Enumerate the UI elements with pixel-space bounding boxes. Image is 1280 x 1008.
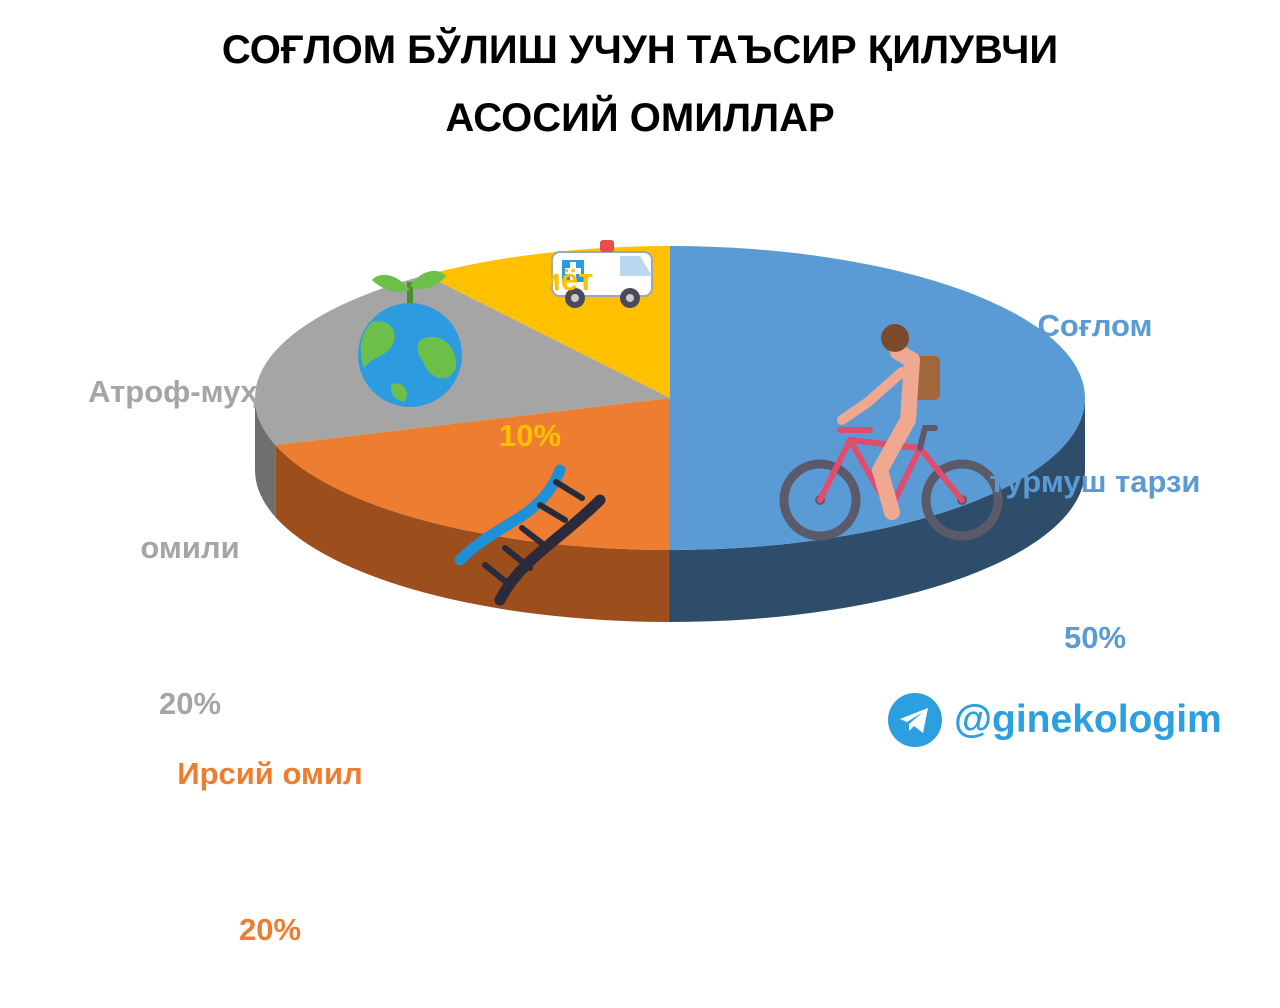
- chart-title-line-2: АСОСИЙ ОМИЛЛАР: [445, 96, 835, 140]
- slice-label-healthy-lifestyle: Соғлом турмуш тарзи 50%: [930, 196, 1260, 716]
- telegram-handle[interactable]: @ginekologim: [888, 692, 1222, 748]
- pie-slice: [254, 275, 670, 445]
- slice-label-line: Соғлом: [1037, 308, 1153, 343]
- pie-slice-side: [255, 398, 276, 517]
- slice-label-line: турмуш тарзи: [989, 464, 1201, 499]
- pie-slice: [275, 398, 670, 550]
- slice-value-label: 20%: [158, 686, 222, 721]
- dna-icon: [454, 464, 606, 606]
- pie-chart: [254, 240, 1085, 622]
- slice-label-line: Атроф-муҳит: [88, 374, 292, 409]
- chart-title-line-1: СОҒЛОМ БЎЛИШ УЧУН ТАЪСИР ҚИЛУВЧИ: [221, 28, 1059, 72]
- slice-label-environment: Атроф-муҳит омили 20%: [40, 262, 340, 782]
- handle-text: @ginekologim: [954, 698, 1222, 741]
- slice-value-label: 10%: [498, 418, 562, 453]
- earth-icon: [358, 270, 462, 407]
- slice-label-heredity: Ирсий омил 20%: [130, 644, 410, 1008]
- slice-label-line: омили: [140, 530, 240, 565]
- slice-label-medicine: Тиббиёт 10%: [400, 150, 660, 514]
- pie-slice-side: [275, 444, 670, 622]
- slice-value-label: 20%: [238, 912, 302, 947]
- ambulance-icon: [551, 240, 653, 308]
- bicycle-icon: [779, 324, 1003, 541]
- slice-label-line: Ирсий омил: [177, 756, 363, 791]
- telegram-icon: [888, 693, 942, 747]
- slice-label-line: Тиббиёт: [466, 262, 594, 297]
- slice-value-label: 50%: [1063, 620, 1127, 655]
- pie-slice-side: [670, 398, 1085, 622]
